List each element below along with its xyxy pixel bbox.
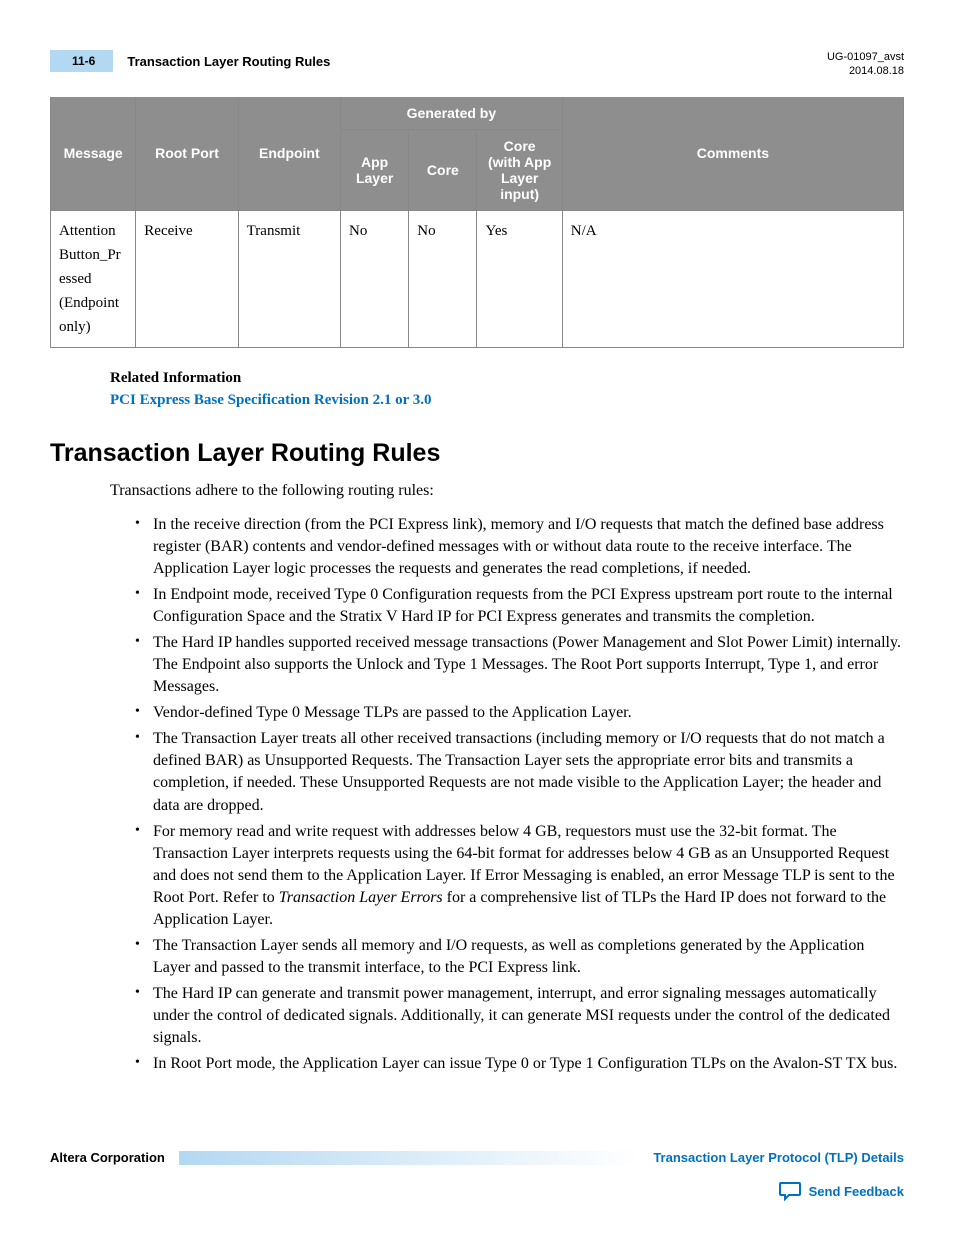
- footer-tlp-link[interactable]: Transaction Layer Protocol (TLP) Details: [653, 1150, 904, 1165]
- feedback-row: Send Feedback: [50, 1181, 904, 1201]
- col-core-with-app: Core (with App Layer input): [477, 129, 562, 210]
- table-header-row-1: Message Root Port Endpoint Generated by …: [51, 97, 904, 130]
- footer-bar: [179, 1151, 639, 1165]
- page-header: 11-6 Transaction Layer Routing Rules UG-…: [50, 50, 904, 79]
- list-item: For memory read and write request with a…: [135, 821, 904, 931]
- feedback-icon[interactable]: [779, 1181, 801, 1201]
- cell-comments: N/A: [562, 210, 903, 347]
- list-item: The Transaction Layer sends all memory a…: [135, 935, 904, 979]
- rules-list: In the receive direction (from the PCI E…: [135, 514, 904, 1076]
- table-row: Attention Button_Pressed (Endpoint only)…: [51, 210, 904, 347]
- footer-top: Altera Corporation Transaction Layer Pro…: [50, 1150, 904, 1165]
- header-right: UG-01097_avst 2014.08.18: [827, 50, 904, 79]
- footer-corporation: Altera Corporation: [50, 1150, 165, 1165]
- page-number-tag: 11-6: [50, 50, 113, 72]
- cell-core: No: [409, 210, 477, 347]
- section-heading: Transaction Layer Routing Rules: [50, 439, 904, 468]
- list-item: Vendor‑defined Type 0 Message TLPs are p…: [135, 702, 904, 724]
- doc-id: UG-01097_avst: [827, 50, 904, 64]
- list-item: The Transaction Layer treats all other r…: [135, 728, 904, 816]
- cell-core-with-app: Yes: [477, 210, 562, 347]
- col-comments: Comments: [562, 97, 903, 211]
- related-info: Related Information PCI Express Base Spe…: [110, 370, 904, 409]
- italic-ref: Transaction Layer Errors: [279, 889, 443, 906]
- col-core: Core: [409, 129, 477, 210]
- cell-root-port: Receive: [136, 210, 238, 347]
- cell-endpoint: Transmit: [238, 210, 340, 347]
- list-item: In Root Port mode, the Application Layer…: [135, 1053, 904, 1075]
- col-app-layer: App Layer: [341, 129, 409, 210]
- doc-date: 2014.08.18: [827, 64, 904, 78]
- cell-message: Attention Button_Pressed (Endpoint only): [51, 210, 136, 347]
- related-heading: Related Information: [110, 370, 904, 387]
- header-left: 11-6 Transaction Layer Routing Rules: [50, 50, 330, 72]
- send-feedback-link[interactable]: Send Feedback: [809, 1184, 904, 1199]
- col-message: Message: [51, 97, 136, 211]
- col-generated-by: Generated by: [341, 97, 563, 130]
- col-root-port: Root Port: [136, 97, 238, 211]
- page-footer: Altera Corporation Transaction Layer Pro…: [50, 1150, 904, 1201]
- header-title: Transaction Layer Routing Rules: [127, 54, 330, 69]
- list-item: The Hard IP handles supported received m…: [135, 632, 904, 698]
- cell-app-layer: No: [341, 210, 409, 347]
- related-link[interactable]: PCI Express Base Specification Revision …: [110, 392, 432, 408]
- list-item: In the receive direction (from the PCI E…: [135, 514, 904, 580]
- message-table: Message Root Port Endpoint Generated by …: [50, 97, 904, 348]
- list-item: The Hard IP can generate and transmit po…: [135, 983, 904, 1049]
- section-intro: Transactions adhere to the following rou…: [110, 482, 904, 500]
- list-item: In Endpoint mode, received Type 0 Config…: [135, 584, 904, 628]
- col-endpoint: Endpoint: [238, 97, 340, 211]
